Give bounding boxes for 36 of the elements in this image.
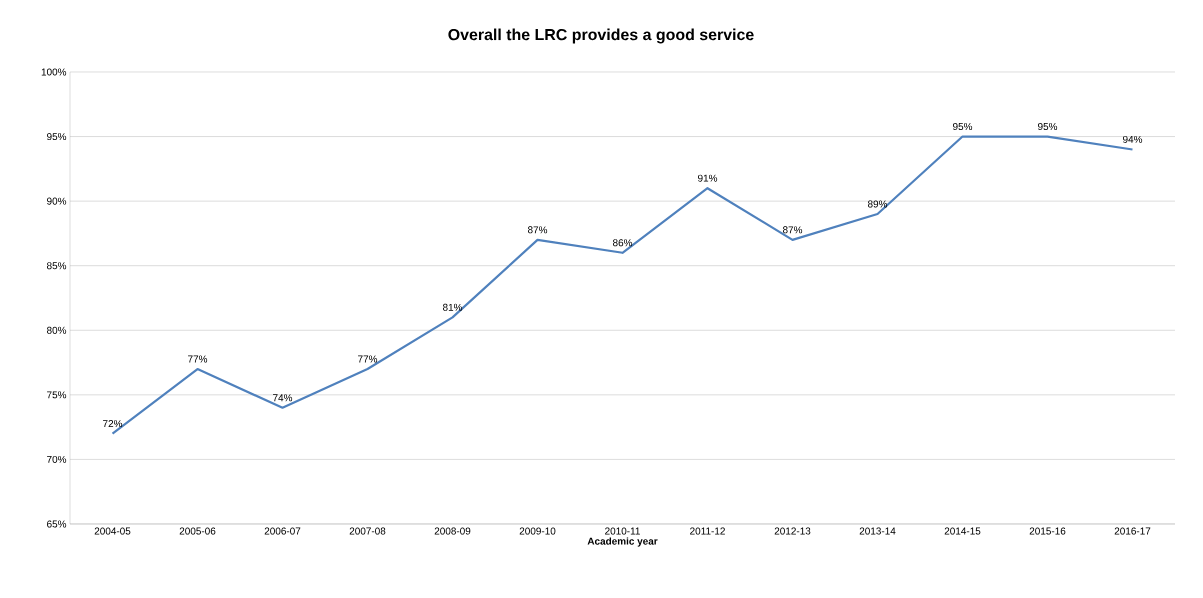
x-tick-label: 2012-13	[774, 527, 811, 535]
y-tick-label: 100%	[41, 68, 67, 76]
x-tick-label: 2007-08	[349, 527, 386, 535]
x-tick-label: 2004-05	[94, 527, 131, 535]
y-tick-label: 80%	[46, 326, 67, 334]
data-label: 89%	[867, 200, 888, 208]
y-tick-label: 95%	[47, 133, 67, 141]
data-label: 74%	[273, 394, 293, 402]
data-label: 87%	[527, 226, 548, 234]
chart-title: Overall the LRC provides a good service	[448, 28, 754, 44]
data-label: 77%	[358, 355, 378, 363]
x-tick-label: 2006-07	[264, 527, 301, 535]
y-tick-label: 75%	[47, 391, 67, 399]
x-tick-label: 2011-12	[690, 527, 725, 535]
data-label: 72%	[103, 420, 123, 428]
x-tick-label: 2008-09	[434, 527, 471, 535]
x-axis-title: Academic year	[587, 537, 658, 547]
y-tick-label: 70%	[47, 455, 67, 463]
data-label: 91%	[698, 174, 718, 182]
data-label: 95%	[953, 122, 973, 131]
data-label: 81%	[442, 303, 463, 311]
x-tick-label: 2016-17	[1114, 527, 1151, 535]
x-tick-label: 2009-10	[519, 527, 556, 535]
data-label: 87%	[782, 226, 803, 234]
x-tick-label: 2015-16	[1029, 527, 1066, 535]
x-tick-label: 2010-11	[605, 527, 640, 535]
y-tick-label: 65%	[47, 520, 67, 528]
data-label: 86%	[612, 239, 633, 247]
y-tick-label: 85%	[46, 262, 67, 270]
data-label: 77%	[188, 355, 208, 363]
x-tick-label: 2014-15	[944, 527, 981, 535]
data-label: 94%	[1123, 135, 1143, 143]
x-tick-label: 2013-14	[859, 527, 896, 535]
data-label: 95%	[1038, 122, 1058, 131]
x-tick-label: 2005-06	[179, 527, 216, 535]
y-tick-label: 90%	[47, 197, 67, 205]
